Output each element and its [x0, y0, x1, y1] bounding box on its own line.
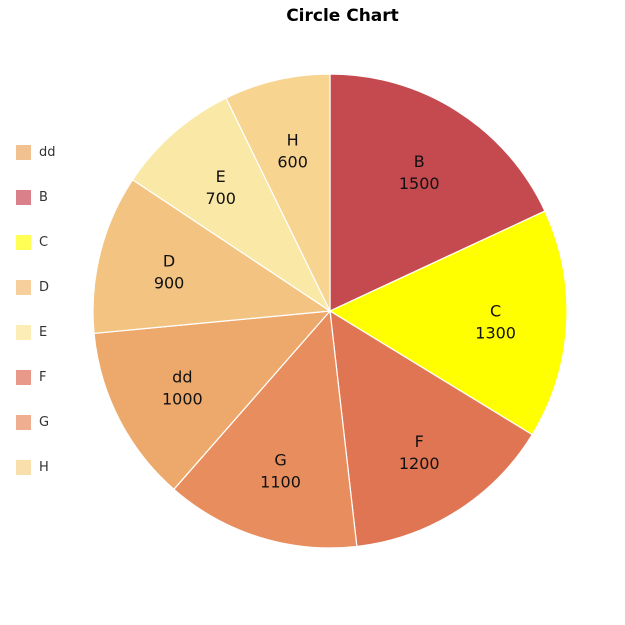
pie-slice-E[interactable]	[131, 97, 332, 313]
legend-swatch	[16, 324, 31, 340]
legend-swatch	[16, 414, 31, 430]
legend-item-D[interactable]: D	[16, 279, 49, 295]
legend-label: F	[39, 369, 47, 385]
slice-label-category: D	[163, 252, 175, 271]
legend-label: G	[39, 414, 50, 430]
slice-label-value: 600	[277, 152, 308, 171]
pie-slice-dd[interactable]	[93, 310, 332, 491]
pie-slice-H[interactable]	[225, 73, 331, 312]
pie-slice-G[interactable]	[173, 309, 358, 549]
legend-swatch	[16, 189, 31, 205]
slice-label-category: H	[287, 130, 299, 149]
legend-item-dd[interactable]: dd	[16, 144, 56, 160]
slice-label-value: 1000	[162, 390, 203, 409]
slice-label-category: E	[216, 167, 226, 186]
slice-label-category: C	[490, 301, 501, 320]
legend-label: dd	[39, 144, 56, 160]
legend-swatch	[16, 144, 31, 160]
legend-swatch	[16, 459, 31, 475]
slice-label-value: 1300	[475, 323, 516, 342]
legend-item-H[interactable]: H	[16, 459, 49, 475]
slice-label-category: dd	[172, 368, 192, 387]
legend-item-G[interactable]: G	[16, 414, 49, 430]
slice-label-value: 1100	[260, 472, 301, 491]
legend-swatch	[16, 279, 31, 295]
slice-label-category: F	[415, 432, 424, 451]
pie-slice-C[interactable]	[328, 210, 568, 436]
slice-label-value: 1500	[399, 174, 440, 193]
legend-label: C	[39, 234, 49, 250]
legend-item-B[interactable]: B	[16, 189, 48, 205]
slice-label-category: B	[414, 152, 425, 171]
legend-swatch	[16, 369, 31, 385]
legend-label: H	[39, 459, 49, 475]
legend-swatch	[16, 234, 31, 250]
legend-label: B	[39, 189, 48, 205]
chart-title: Circle Chart	[286, 6, 399, 26]
pie-slice-F[interactable]	[329, 309, 534, 548]
slice-label-value: 900	[154, 274, 185, 293]
pie-slice-D[interactable]	[92, 178, 332, 335]
slice-label-value: 700	[205, 189, 236, 208]
legend-item-E[interactable]: E	[16, 324, 47, 340]
legend-item-F[interactable]: F	[16, 369, 46, 385]
legend-label: E	[39, 324, 48, 340]
pie-slice-B[interactable]	[329, 73, 546, 312]
legend-label: D	[39, 279, 50, 295]
slice-label-value: 1200	[399, 454, 440, 473]
legend-item-C[interactable]: C	[16, 234, 48, 250]
slice-label-category: G	[274, 450, 286, 469]
